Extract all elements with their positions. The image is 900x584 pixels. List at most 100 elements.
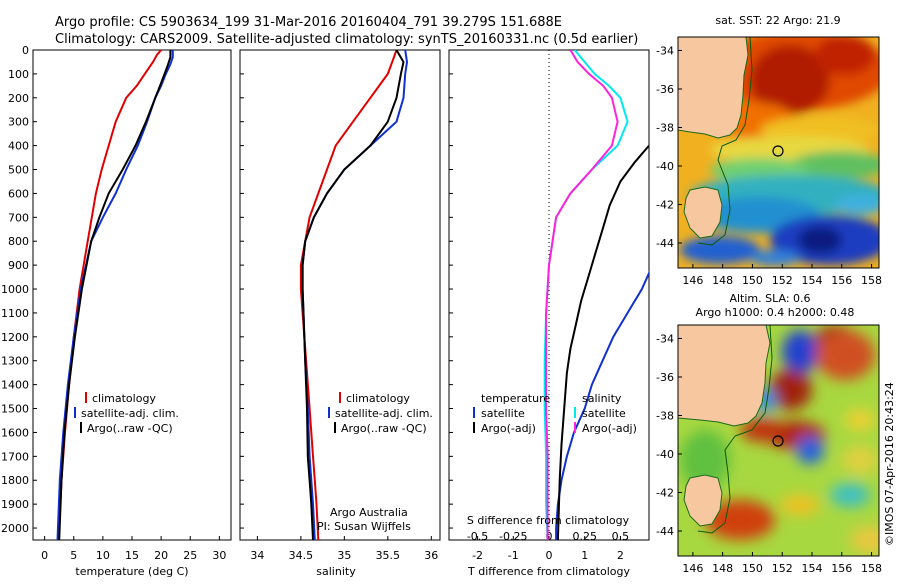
- x-tick-label: 34: [250, 549, 264, 562]
- figure-title-line1: Argo profile: CS 5903634_199 31-Mar-2016…: [55, 15, 562, 30]
- x-tick-label: 15: [125, 549, 139, 562]
- depth-tick-label: 0: [22, 44, 29, 57]
- salinity-x-label: salinity: [316, 565, 356, 578]
- depth-tick-label: 1400: [1, 379, 29, 392]
- shelf-contour: [697, 325, 773, 534]
- tasmania: [683, 474, 723, 527]
- depth-tick-label: 1800: [1, 474, 29, 487]
- annotation-pi: PI: Susan Wijffels: [317, 520, 411, 533]
- map-x-tick-label: 148: [712, 274, 733, 287]
- map-x-tick-label: 154: [802, 562, 823, 575]
- t-difference-x-label: T difference from climatology: [467, 565, 630, 578]
- map-y-tick-label: -36: [656, 83, 674, 96]
- depth-tick-label: 100: [8, 68, 29, 81]
- map-y-tick-label: -38: [656, 409, 674, 422]
- depth-tick-label: 1500: [1, 403, 29, 416]
- map-x-tick-label: 146: [682, 562, 703, 575]
- sst-map-frame: [677, 36, 880, 269]
- sla-map-title-line1: Altim. SLA: 0.6: [729, 292, 810, 305]
- depth-tick-label: 200: [8, 92, 29, 105]
- map-y-tick-label: -40: [656, 448, 674, 461]
- series-line-salinity-argo-adj: [545, 50, 619, 540]
- depth-tick-label: 700: [8, 211, 29, 224]
- depth-tick-label: 900: [8, 259, 29, 272]
- sst-map-x-axis: 146 148 150 152 154 156 158: [682, 264, 882, 287]
- temperature-panel: [32, 49, 232, 541]
- sst-map-y-axis: -34 -36 -38 -40 -42 -44: [656, 44, 682, 250]
- figure-title-line2: Climatology: CARS2009. Satellite-adjuste…: [55, 32, 638, 47]
- x-tick-label: 2: [617, 549, 624, 562]
- legend-label-climatology: climatology: [346, 392, 410, 405]
- sla-map-title-line2: Argo h1000: 0.4 h2000: 0.48: [696, 306, 855, 319]
- depth-tick-label: 1300: [1, 355, 29, 368]
- map-x-tick-label: 150: [742, 562, 763, 575]
- map-x-tick-label: 156: [831, 562, 852, 575]
- imos-watermark: ©IMOS 07-Apr-2016 20:43:24: [883, 382, 896, 546]
- s-tick-label: 0.5: [612, 530, 630, 543]
- s-difference-x-axis: -0.5 -0.25 0 0.25 0.5: [467, 530, 629, 543]
- s-tick-label: -0.25: [499, 530, 527, 543]
- legend-label-argo: Argo(..raw -QC): [341, 422, 427, 435]
- legend-label-temperature: temperature: [481, 392, 550, 405]
- depth-tick-label: 500: [8, 164, 29, 177]
- depth-tick-label: 600: [8, 187, 29, 200]
- x-tick-label: 35: [337, 549, 351, 562]
- x-tick-label: 20: [154, 549, 168, 562]
- depth-tick-label: 800: [8, 235, 29, 248]
- series-line-temperature-argo-adj: [556, 144, 649, 540]
- map-x-tick-label: 156: [831, 274, 852, 287]
- s-tick-label: 0.25: [572, 530, 597, 543]
- depth-axis: 0 100 200 300 400 500 600 700 800 900 1000 1100 1200…: [1, 44, 453, 535]
- mainland-australia: [678, 37, 749, 139]
- sla-map-x-axis: 146 148 150 152 154 156 158: [682, 552, 882, 575]
- series-line-temperature-satellite: [555, 270, 649, 540]
- temperature-x-label: temperature (deg C): [75, 565, 188, 578]
- legend-label-argo: Argo(..raw -QC): [87, 422, 173, 435]
- map-y-tick-label: -36: [656, 371, 674, 384]
- temperature-x-axis: 0 5 10 15 20 25 30: [41, 536, 226, 562]
- salinity-x-axis: 34 34.5 35 35.5 36: [250, 536, 438, 562]
- difference-series: [543, 50, 649, 540]
- map-x-tick-label: 152: [772, 274, 793, 287]
- depth-tick-label: 2000: [1, 522, 29, 535]
- x-tick-label: 0: [546, 549, 553, 562]
- mainland-australia: [678, 325, 771, 427]
- s-tick-label: 0: [546, 530, 553, 543]
- x-tick-label: 30: [212, 549, 226, 562]
- x-tick-label: 36: [424, 549, 438, 562]
- x-tick-label: -1: [508, 549, 519, 562]
- legend-label-satellite: satellite-adj. clim.: [81, 407, 179, 420]
- x-tick-label: 1: [581, 549, 588, 562]
- sla-map-frame: [677, 324, 880, 557]
- map-x-tick-label: 148: [712, 562, 733, 575]
- map-y-tick-label: -40: [656, 160, 674, 173]
- salinity-panel: [239, 49, 441, 541]
- salinity-legend: climatology satellite-adj. clim. Argo(..…: [317, 392, 433, 533]
- tasmania: [683, 186, 723, 239]
- legend-label-salinity: salinity: [582, 392, 622, 405]
- x-tick-label: 25: [183, 549, 197, 562]
- series-line-argo-raw-qc: [58, 50, 172, 540]
- temperature-series: [56, 50, 174, 540]
- map-x-tick-label: 146: [682, 274, 703, 287]
- depth-tick-label: 1100: [1, 307, 29, 320]
- argo-float-marker: [772, 145, 784, 157]
- x-tick-label: 0: [41, 549, 48, 562]
- salinity-series: [299, 50, 409, 540]
- series-line-satellite-adj-clim: [56, 50, 174, 540]
- legend-label-s-argo: Argo(-adj): [582, 422, 637, 435]
- depth-tick-label: 1700: [1, 450, 29, 463]
- depth-tick-label: 400: [8, 140, 29, 153]
- legend-label-s-satellite: satellite: [582, 407, 626, 420]
- shelf-contour: [697, 37, 753, 246]
- temperature-legend: climatology satellite-adj. clim. Argo(..…: [74, 392, 179, 435]
- map-x-tick-label: 158: [861, 274, 882, 287]
- map-y-tick-label: -34: [656, 332, 674, 345]
- series-line-argo-raw-qc: [301, 50, 405, 540]
- legend-label-t-argo: Argo(-adj): [481, 422, 536, 435]
- sla-map-y-axis: -34 -36 -38 -40 -42 -44: [656, 332, 682, 538]
- x-tick-label: 35.5: [376, 549, 401, 562]
- depth-tick-label: 1200: [1, 331, 29, 344]
- map-x-tick-label: 152: [772, 562, 793, 575]
